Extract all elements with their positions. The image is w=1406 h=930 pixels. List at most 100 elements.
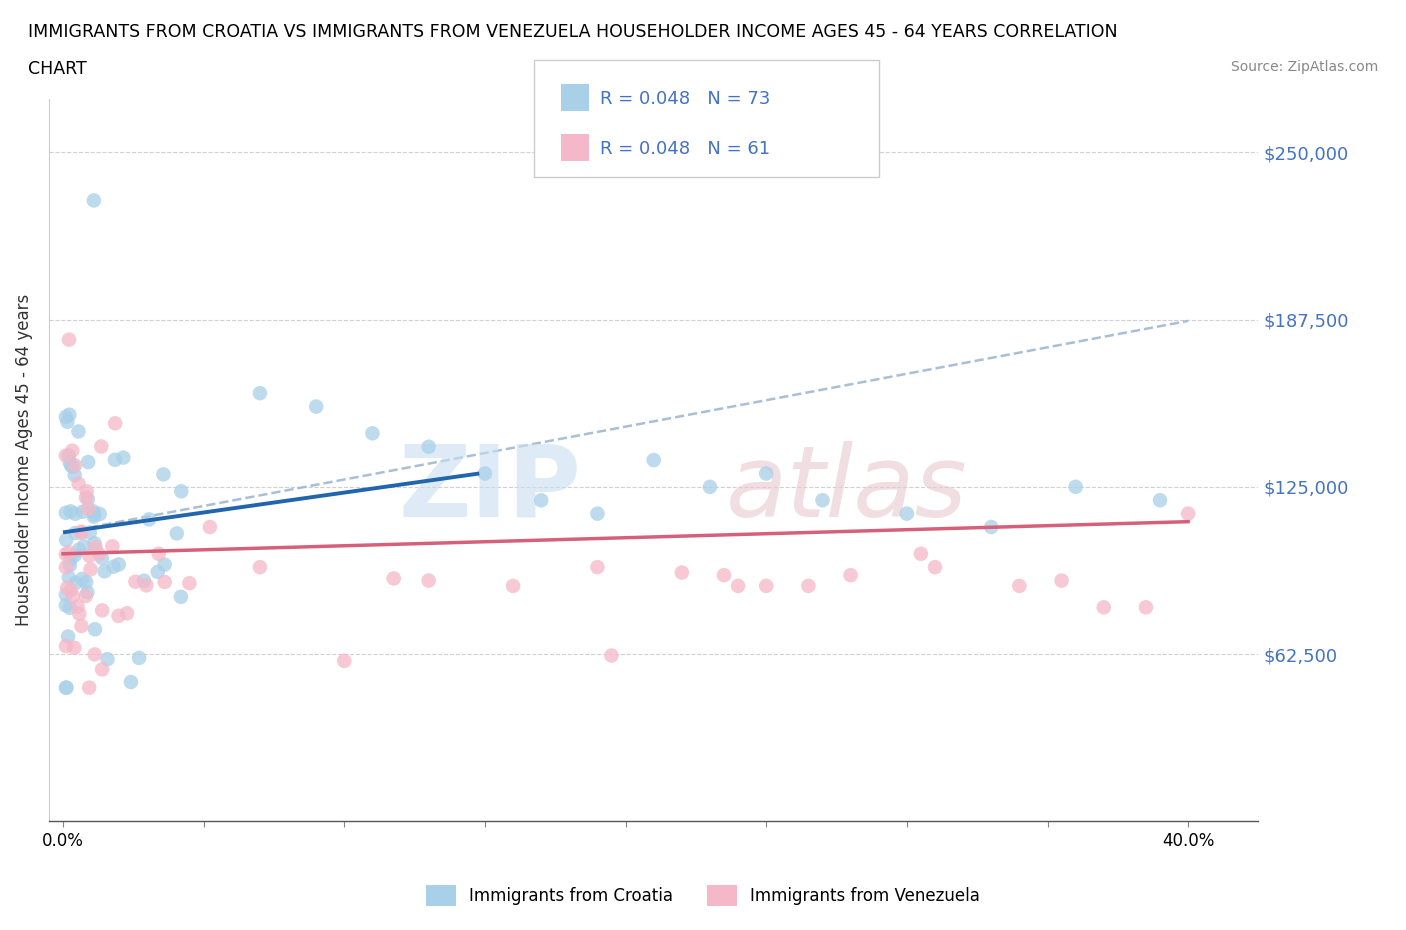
Point xyxy=(112,450,135,465)
Point xyxy=(55,680,77,695)
Point xyxy=(70,525,93,539)
Point xyxy=(153,557,176,572)
Point xyxy=(65,525,87,540)
Point xyxy=(755,578,778,593)
Point xyxy=(104,416,127,431)
Point xyxy=(1149,493,1171,508)
Point xyxy=(77,680,100,695)
Point xyxy=(59,551,82,566)
Point xyxy=(382,571,405,586)
Point xyxy=(58,448,80,463)
Point xyxy=(55,560,77,575)
Point xyxy=(152,467,174,482)
Point xyxy=(91,551,114,565)
Point xyxy=(67,606,90,621)
Point xyxy=(55,598,77,613)
Point xyxy=(84,622,107,637)
Point xyxy=(179,576,201,591)
Point xyxy=(89,547,111,562)
Point xyxy=(67,542,90,557)
Point xyxy=(77,455,100,470)
Point xyxy=(55,533,77,548)
Point xyxy=(96,652,118,667)
Point xyxy=(120,674,142,689)
Point xyxy=(896,506,918,521)
Point xyxy=(1050,573,1073,588)
Text: R = 0.048   N = 61: R = 0.048 N = 61 xyxy=(600,140,770,157)
Point xyxy=(910,546,932,561)
Point xyxy=(79,525,101,540)
Point xyxy=(55,448,77,463)
Point xyxy=(63,468,86,483)
Point xyxy=(502,578,524,593)
Point xyxy=(63,640,86,655)
Point xyxy=(62,589,84,604)
Point xyxy=(56,414,79,429)
Point xyxy=(55,505,77,520)
Point xyxy=(839,567,862,582)
Point xyxy=(1177,506,1199,521)
Point xyxy=(138,512,160,527)
Point xyxy=(93,564,115,578)
Point xyxy=(104,452,127,467)
Point xyxy=(70,618,93,633)
Point xyxy=(66,599,89,614)
Point xyxy=(55,680,77,695)
Point xyxy=(67,424,90,439)
Point xyxy=(79,549,101,564)
Point xyxy=(65,506,87,521)
Point xyxy=(148,546,170,561)
Text: CHART: CHART xyxy=(28,60,87,78)
Point xyxy=(91,662,114,677)
Point xyxy=(713,567,735,582)
Point xyxy=(1135,600,1157,615)
Point xyxy=(132,573,155,588)
Point xyxy=(249,386,271,401)
Point xyxy=(75,490,97,505)
Point xyxy=(600,648,623,663)
Point xyxy=(62,459,84,474)
Point xyxy=(56,580,79,595)
Point xyxy=(305,399,328,414)
Point xyxy=(699,480,721,495)
Point xyxy=(70,525,93,540)
Point xyxy=(75,575,97,590)
Point xyxy=(333,654,356,669)
Point xyxy=(63,548,86,563)
Y-axis label: Householder Income Ages 45 - 64 years: Householder Income Ages 45 - 64 years xyxy=(15,294,32,626)
Text: ZIP: ZIP xyxy=(398,441,581,538)
Point xyxy=(76,484,98,498)
Point xyxy=(55,547,77,562)
Point xyxy=(89,507,111,522)
Point xyxy=(58,545,80,560)
Point xyxy=(55,409,77,424)
Text: Source: ZipAtlas.com: Source: ZipAtlas.com xyxy=(1230,60,1378,74)
Point xyxy=(101,538,124,553)
Point xyxy=(418,573,440,588)
Point xyxy=(249,560,271,575)
Point xyxy=(60,444,83,458)
Point xyxy=(586,506,609,521)
Point xyxy=(166,526,188,541)
Point xyxy=(79,562,101,577)
Point xyxy=(755,466,778,481)
Point xyxy=(530,493,553,508)
Point xyxy=(671,565,693,580)
Point xyxy=(60,458,83,473)
Point xyxy=(170,484,193,498)
Text: R = 0.048   N = 73: R = 0.048 N = 73 xyxy=(600,90,770,108)
Point xyxy=(72,504,94,519)
Point xyxy=(124,574,146,589)
Point xyxy=(75,589,97,604)
Point xyxy=(170,590,193,604)
Point xyxy=(115,605,138,620)
Point xyxy=(153,575,176,590)
Point xyxy=(586,560,609,575)
Point xyxy=(1092,600,1115,615)
Point xyxy=(67,476,90,491)
Point xyxy=(83,510,105,525)
Point xyxy=(83,536,105,551)
Point xyxy=(811,493,834,508)
Point xyxy=(83,507,105,522)
Point xyxy=(55,588,77,603)
